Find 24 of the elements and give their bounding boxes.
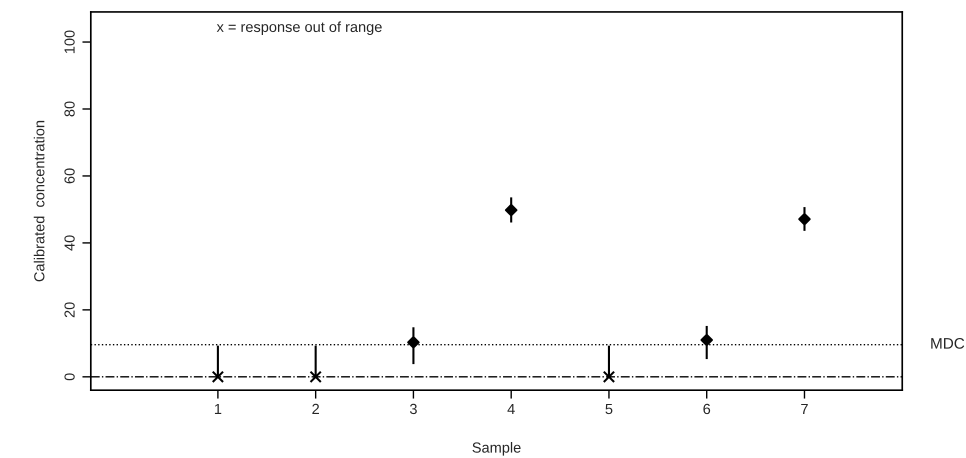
x-tick-label: 7 [801, 404, 808, 414]
y-tick-label: 100 [64, 30, 75, 54]
y-tick-label: 0 [64, 373, 75, 380]
point [212, 370, 224, 384]
point [309, 370, 322, 384]
y-tick-label: 80 [64, 101, 75, 116]
x-tick-label: 5 [605, 404, 612, 414]
x-tick-label: 4 [507, 404, 515, 414]
point [407, 336, 420, 349]
point [602, 370, 616, 384]
point [700, 334, 713, 346]
x-tick-label: 2 [312, 404, 319, 414]
point [504, 204, 518, 216]
y-tick-label: 40 [64, 235, 75, 251]
y-tick-label: 60 [64, 168, 75, 184]
y-axis-title: Calibrated concentration [34, 120, 44, 282]
x-tick-label: 6 [703, 404, 710, 414]
ref-line-label: MDC [931, 338, 964, 349]
annotation: x = response out of range [216, 21, 382, 35]
x-tick-label: 3 [410, 404, 417, 414]
y-tick-label: 20 [64, 302, 75, 318]
point [798, 212, 811, 226]
x-tick-label: 1 [214, 404, 222, 414]
x-axis-title: Sample [472, 442, 521, 456]
